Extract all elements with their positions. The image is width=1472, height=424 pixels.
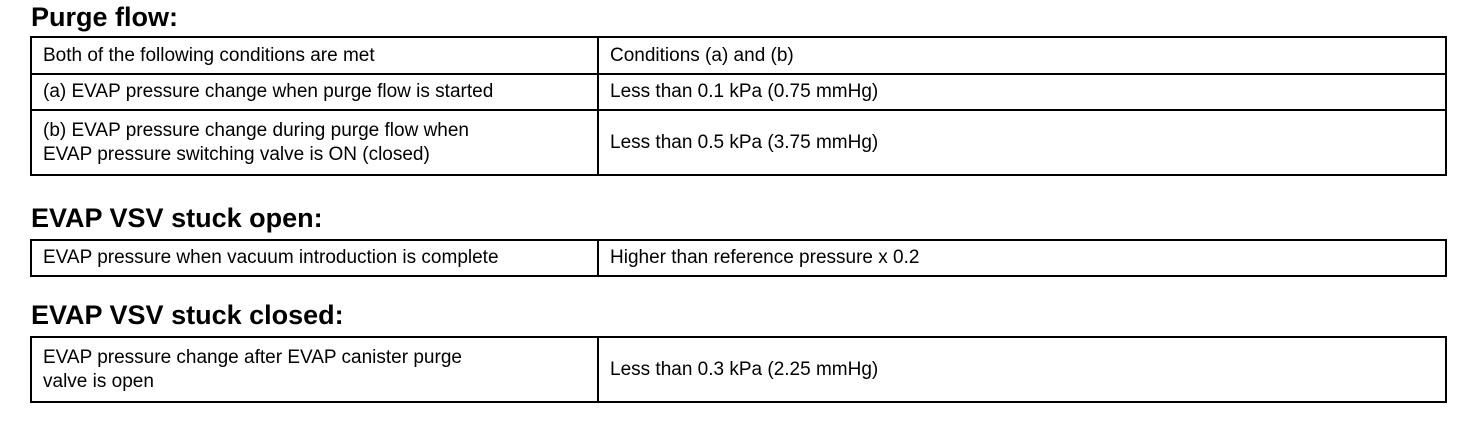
table-row: EVAP pressure change after EVAP canister… [30,336,1447,403]
table-row: (b) EVAP pressure change during purge fl… [30,109,1447,176]
table-cell: Both of the following conditions are met [30,36,599,75]
table-cell: (b) EVAP pressure change during purge fl… [30,109,599,176]
table-cell: Less than 0.1 kPa (0.75 mmHg) [597,73,1447,111]
section-title: EVAP VSV stuck closed: [31,300,344,330]
table: EVAP pressure when vacuum introduction i… [30,239,1447,277]
section-title: Purge flow: [31,2,178,32]
table-cell: (a) EVAP pressure change when purge flow… [30,73,599,111]
table-cell: Higher than reference pressure x 0.2 [597,239,1447,277]
table-row: Both of the following conditions are met… [30,36,1447,75]
table-row: (a) EVAP pressure change when purge flow… [30,73,1447,111]
table-cell: EVAP pressure change after EVAP canister… [30,336,599,403]
table-row: EVAP pressure when vacuum introduction i… [30,239,1447,277]
table-cell: Conditions (a) and (b) [597,36,1447,75]
table-cell: EVAP pressure when vacuum introduction i… [30,239,599,277]
table-cell: Less than 0.5 kPa (3.75 mmHg) [597,109,1447,176]
table: EVAP pressure change after EVAP canister… [30,336,1447,403]
section-title: EVAP VSV stuck open: [31,203,323,233]
table: Both of the following conditions are met… [30,36,1447,176]
table-cell: Less than 0.3 kPa (2.25 mmHg) [597,336,1447,403]
